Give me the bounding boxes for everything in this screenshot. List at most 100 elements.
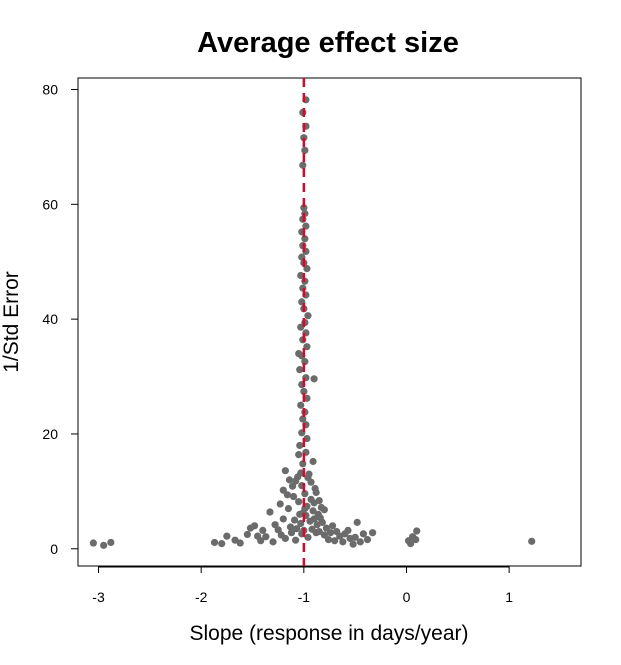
y-tick-label: 0 (50, 541, 58, 557)
data-point (295, 451, 303, 459)
data-point (297, 323, 305, 331)
data-point (289, 492, 298, 501)
data-point (309, 507, 317, 515)
data-point (310, 515, 318, 523)
chart-title: Average effect size (197, 27, 459, 59)
data-point (303, 265, 311, 273)
data-point (262, 533, 270, 541)
data-point (304, 312, 312, 320)
data-point (299, 161, 307, 169)
data-point (285, 476, 294, 484)
data-point (322, 524, 331, 532)
data-point (223, 532, 231, 540)
y-tick-label: 20 (42, 426, 58, 442)
y-tick-label: 40 (42, 311, 58, 327)
data-point (528, 537, 536, 545)
data-point (283, 491, 292, 499)
data-point (257, 537, 265, 545)
data-point (276, 500, 284, 508)
data-point (299, 460, 307, 468)
x-tick-label: -3 (92, 589, 105, 605)
data-point (310, 499, 318, 507)
data-point (236, 539, 244, 547)
data-point (218, 540, 226, 548)
y-axis-label: 1/Std Error (0, 271, 23, 373)
data-point (287, 529, 296, 537)
data-point (243, 530, 251, 539)
data-point (300, 204, 308, 212)
x-axis: -3 -2 -1 0 1 (92, 566, 513, 605)
data-point (292, 477, 300, 485)
data-point (307, 478, 315, 486)
data-point (250, 522, 259, 530)
data-point (107, 538, 115, 547)
data-point (292, 536, 300, 544)
plot-frame (77, 77, 582, 567)
data-point (100, 541, 108, 549)
data-point (344, 526, 352, 535)
data-point (279, 486, 287, 494)
data-point (281, 534, 289, 543)
data-point (274, 526, 282, 534)
data-point (297, 401, 305, 409)
x-axis-label: Slope (response in days/year) (190, 622, 469, 645)
data-point (210, 538, 219, 547)
data-point (413, 527, 421, 535)
y-axis: 0 20 40 60 80 (42, 81, 79, 557)
data-point (406, 540, 415, 548)
data-point (296, 366, 304, 374)
data-point (369, 529, 377, 537)
data-point (320, 531, 328, 539)
x-tick-label: -2 (195, 589, 208, 605)
data-point (331, 537, 339, 545)
data-point (284, 504, 293, 513)
data-point (279, 515, 287, 523)
data-point (318, 518, 326, 526)
data-point (328, 522, 337, 530)
data-point (412, 535, 420, 544)
data-point (259, 526, 267, 535)
data-point (302, 222, 310, 230)
data-point (324, 535, 333, 544)
data-point (356, 538, 364, 546)
data-point (326, 529, 335, 537)
x-tick-label: 1 (505, 589, 513, 605)
data-point (269, 538, 277, 546)
data-point (353, 518, 361, 526)
data-point (299, 415, 307, 423)
data-point (303, 434, 311, 443)
data-point (304, 533, 312, 541)
data-point (297, 519, 305, 528)
data-point (312, 488, 320, 497)
data-point (315, 527, 323, 536)
data-point (301, 146, 309, 154)
data-point (281, 467, 289, 475)
data-point (303, 343, 311, 351)
data-point (89, 539, 97, 547)
data-point (300, 387, 308, 396)
data-point (317, 503, 325, 512)
y-tick-label: 60 (42, 196, 58, 212)
data-points (89, 96, 536, 549)
data-point (295, 349, 303, 358)
y-tick-label: 80 (42, 81, 58, 97)
data-point (266, 508, 274, 516)
data-point (295, 498, 303, 506)
data-point (290, 516, 299, 524)
data-point (293, 525, 301, 533)
data-point (309, 457, 317, 466)
data-point (286, 523, 295, 531)
data-point (297, 469, 305, 477)
data-point (310, 375, 318, 383)
data-point (363, 535, 372, 544)
data-point (351, 533, 359, 541)
x-tick-label: 0 (403, 589, 411, 605)
data-point (339, 538, 347, 546)
data-point (303, 394, 311, 402)
data-point (288, 482, 297, 490)
data-point (349, 540, 357, 548)
data-point (359, 530, 367, 538)
data-point (297, 271, 305, 280)
data-point (300, 134, 308, 142)
